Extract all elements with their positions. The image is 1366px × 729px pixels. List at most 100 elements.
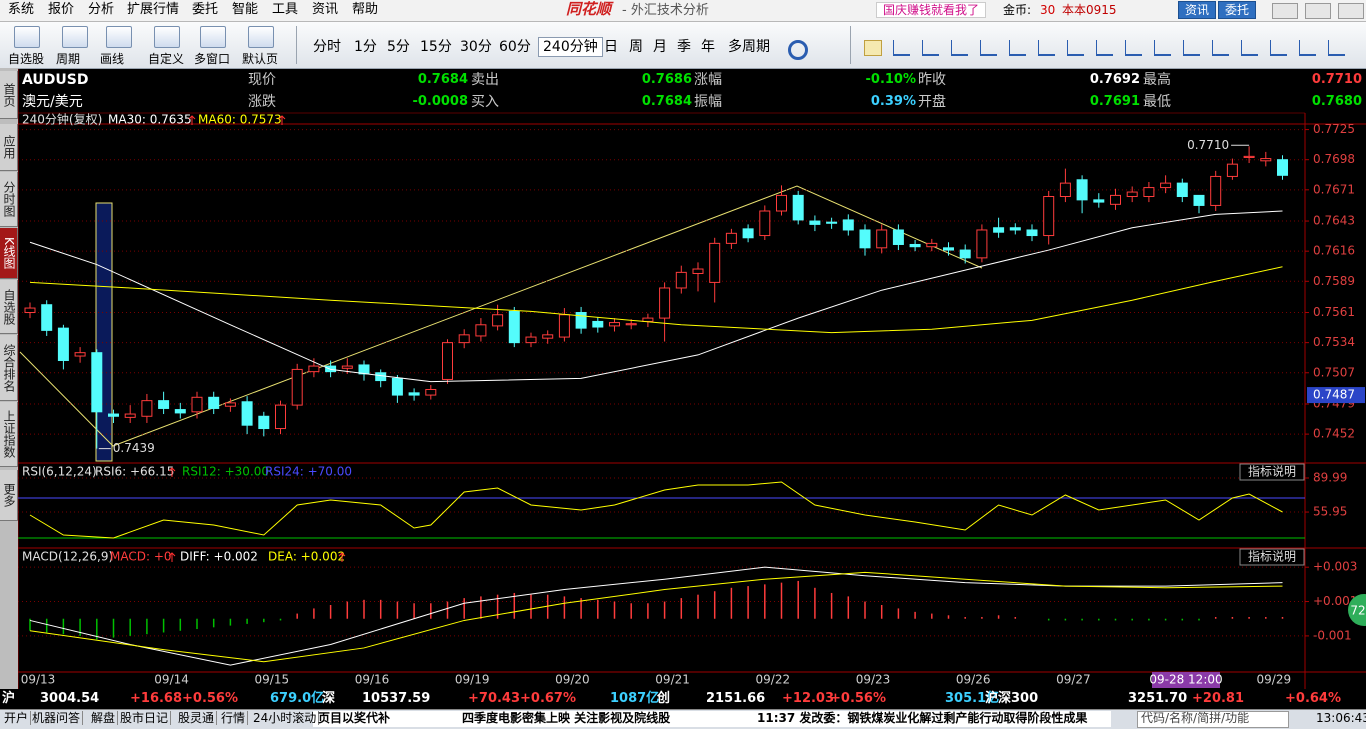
- tool-icon[interactable]: [62, 26, 88, 48]
- y-tick-label: 55.95: [1313, 505, 1347, 519]
- status-tab[interactable]: 机器问答: [30, 711, 84, 725]
- ticker-value: 3251.70: [1128, 691, 1188, 706]
- candle-body: [1143, 187, 1155, 198]
- tool-label[interactable]: 周期: [56, 52, 81, 66]
- tool-label[interactable]: 多窗口: [194, 52, 231, 66]
- ticker-value: 3004.54: [40, 691, 100, 706]
- draw-tool-icon[interactable]: [1038, 40, 1055, 56]
- draw-tool-icon[interactable]: [893, 40, 910, 56]
- menu-item[interactable]: 帮助: [352, 2, 379, 17]
- tool-icon[interactable]: [106, 26, 132, 48]
- news-item[interactable]: 四季度电影密集上映 关注影视及院线股: [462, 711, 671, 725]
- period-button[interactable]: 日: [604, 39, 618, 55]
- period-button[interactable]: 1分: [354, 39, 377, 55]
- ticker-name: 深: [322, 691, 336, 706]
- tool-icon[interactable]: [248, 26, 274, 48]
- draw-tool-icon[interactable]: [1183, 40, 1200, 56]
- promo-link[interactable]: 国庆赚钱就看我了: [876, 2, 987, 18]
- period-button[interactable]: 240分钟: [538, 37, 603, 57]
- sidebar-tab[interactable]: 上证指数: [0, 402, 18, 467]
- sidebar-tab[interactable]: 应用: [0, 124, 18, 171]
- status-tab[interactable]: 行情: [219, 711, 249, 725]
- period-button[interactable]: 60分: [499, 39, 531, 55]
- window-control[interactable]: [1305, 3, 1331, 19]
- status-tab[interactable]: 股灵通: [176, 711, 218, 725]
- draw-tool-icon[interactable]: [1009, 40, 1026, 56]
- period-button[interactable]: 5分: [387, 39, 410, 55]
- candle-body: [742, 228, 754, 239]
- draw-tool-icon[interactable]: [1328, 40, 1345, 56]
- window-control[interactable]: [1272, 3, 1298, 19]
- draw-tool-icon[interactable]: [1241, 40, 1258, 56]
- sidebar-tab[interactable]: 首页: [0, 71, 18, 119]
- period-button[interactable]: 季: [677, 39, 691, 55]
- menu-item[interactable]: 报价: [48, 2, 75, 17]
- tool-icon[interactable]: [200, 26, 226, 48]
- draw-tool-icon[interactable]: [951, 40, 968, 56]
- top-button[interactable]: 委托: [1218, 1, 1257, 19]
- menu-item[interactable]: 智能: [232, 2, 259, 17]
- period-button[interactable]: 30分: [460, 39, 492, 55]
- draw-tool-icon[interactable]: [1125, 40, 1142, 56]
- period-button[interactable]: 分时: [313, 39, 341, 55]
- draw-tool-icon[interactable]: [1154, 40, 1171, 56]
- candle-body: [1160, 182, 1172, 189]
- window-control[interactable]: [1338, 3, 1364, 19]
- sidebar-tab[interactable]: 自选股: [0, 280, 18, 334]
- settings-icon[interactable]: [788, 40, 808, 60]
- status-tab[interactable]: 24小时滚动: [251, 711, 320, 725]
- news-item[interactable]: 页目以奖代补: [318, 711, 391, 725]
- candle-body: [525, 336, 537, 344]
- draw-tool-icon[interactable]: [1096, 40, 1113, 56]
- news-item[interactable]: 11:37 发改委：钢铁煤炭业化解过剩产能行动取得阶段性成果: [757, 711, 1088, 725]
- tool-label[interactable]: 自选股: [8, 52, 45, 66]
- menu-item[interactable]: 系统: [8, 2, 35, 17]
- period-button[interactable]: 15分: [420, 39, 452, 55]
- legend-entry: RSI12: +30.00: [182, 465, 269, 479]
- status-tab[interactable]: 解盘: [89, 711, 119, 725]
- x-tick-label: 09/21: [655, 673, 690, 687]
- candle-body: [926, 242, 938, 248]
- candle-body: [391, 377, 403, 396]
- period-button[interactable]: 年: [701, 39, 715, 55]
- sidebar-tab[interactable]: 分时图: [0, 172, 18, 227]
- period-button[interactable]: 周: [629, 39, 643, 55]
- help-button[interactable]: 指标说明: [1248, 549, 1296, 564]
- help-button[interactable]: 指标说明: [1248, 464, 1296, 479]
- tool-label[interactable]: 画线: [100, 52, 125, 66]
- tool-label[interactable]: 默认页: [242, 52, 279, 66]
- quote-value: 0.7710: [1311, 72, 1362, 87]
- sidebar-tab[interactable]: K线图: [0, 228, 18, 279]
- menu-item[interactable]: 工具: [272, 2, 299, 17]
- draw-tool-icon[interactable]: [1212, 40, 1229, 56]
- tool-icon[interactable]: [154, 26, 180, 48]
- quote-value: 0.7680: [1311, 94, 1362, 109]
- user-name[interactable]: 本本0915: [1062, 3, 1117, 17]
- draw-tool-icon[interactable]: [864, 40, 882, 56]
- menu-item[interactable]: 资讯: [312, 2, 339, 17]
- search-placeholder[interactable]: 代码/名称/简拼/功能: [1141, 711, 1250, 725]
- draw-tool-icon[interactable]: [1067, 40, 1084, 56]
- candle-body: [1093, 199, 1105, 203]
- quote-value: 0.7686: [641, 72, 692, 87]
- draw-tool-icon[interactable]: [922, 40, 939, 56]
- draw-tool-icon[interactable]: [1299, 40, 1316, 56]
- candle-body: [1059, 182, 1071, 198]
- quote-value: 0.7691: [1089, 94, 1140, 109]
- menu-item[interactable]: 扩展行情: [127, 2, 180, 17]
- draw-tool-icon[interactable]: [1270, 40, 1287, 56]
- period-button[interactable]: 多周期: [728, 39, 770, 55]
- menu-item[interactable]: 委托: [192, 2, 219, 17]
- status-tab[interactable]: 股市日记: [118, 711, 172, 725]
- sidebar-tab[interactable]: 综合排名: [0, 335, 18, 401]
- top-button[interactable]: 资讯: [1178, 1, 1217, 19]
- tool-icon[interactable]: [14, 26, 40, 48]
- coins-value: 30: [1040, 3, 1056, 17]
- menu-item[interactable]: 分析: [88, 2, 115, 17]
- period-button[interactable]: 月: [653, 39, 667, 55]
- tool-label[interactable]: 自定义: [148, 52, 185, 66]
- sidebar-tab[interactable]: 更多: [0, 470, 18, 521]
- candle-body: [993, 227, 1005, 233]
- status-tab[interactable]: 开户: [2, 711, 32, 725]
- draw-tool-icon[interactable]: [980, 40, 997, 56]
